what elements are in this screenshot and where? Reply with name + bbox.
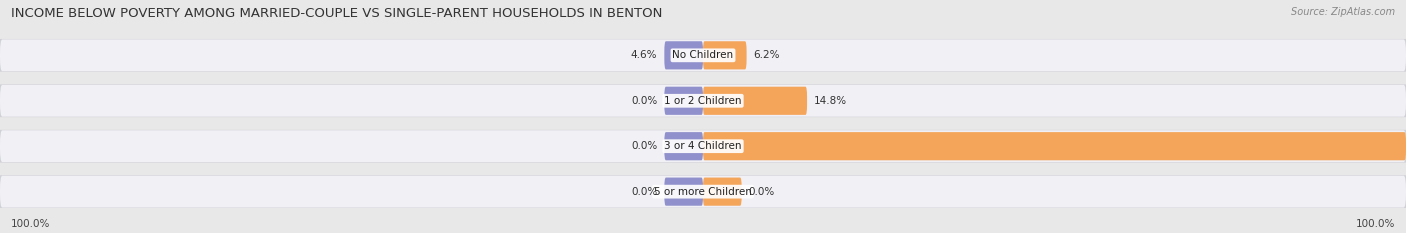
FancyBboxPatch shape bbox=[665, 178, 703, 206]
FancyBboxPatch shape bbox=[0, 130, 1406, 163]
FancyBboxPatch shape bbox=[0, 85, 1406, 117]
Text: 1 or 2 Children: 1 or 2 Children bbox=[664, 96, 742, 106]
FancyBboxPatch shape bbox=[0, 39, 1406, 71]
Text: INCOME BELOW POVERTY AMONG MARRIED-COUPLE VS SINGLE-PARENT HOUSEHOLDS IN BENTON: INCOME BELOW POVERTY AMONG MARRIED-COUPL… bbox=[11, 7, 662, 20]
FancyBboxPatch shape bbox=[665, 41, 703, 69]
Text: 4.6%: 4.6% bbox=[631, 50, 657, 60]
Text: Source: ZipAtlas.com: Source: ZipAtlas.com bbox=[1291, 7, 1395, 17]
Text: 6.2%: 6.2% bbox=[754, 50, 780, 60]
Text: 0.0%: 0.0% bbox=[631, 141, 657, 151]
FancyBboxPatch shape bbox=[665, 132, 703, 160]
FancyBboxPatch shape bbox=[0, 176, 1406, 208]
FancyBboxPatch shape bbox=[703, 41, 747, 69]
FancyBboxPatch shape bbox=[665, 87, 703, 115]
Text: No Children: No Children bbox=[672, 50, 734, 60]
Text: 5 or more Children: 5 or more Children bbox=[654, 187, 752, 197]
Text: 14.8%: 14.8% bbox=[814, 96, 848, 106]
Text: 0.0%: 0.0% bbox=[631, 187, 657, 197]
FancyBboxPatch shape bbox=[703, 87, 807, 115]
FancyBboxPatch shape bbox=[703, 132, 1406, 160]
Text: 100.0%: 100.0% bbox=[11, 219, 51, 229]
Text: 0.0%: 0.0% bbox=[631, 96, 657, 106]
FancyBboxPatch shape bbox=[0, 175, 1406, 208]
FancyBboxPatch shape bbox=[703, 178, 742, 206]
FancyBboxPatch shape bbox=[0, 130, 1406, 162]
Text: 100.0%: 100.0% bbox=[1355, 219, 1395, 229]
Text: 0.0%: 0.0% bbox=[749, 187, 775, 197]
Text: 3 or 4 Children: 3 or 4 Children bbox=[664, 141, 742, 151]
FancyBboxPatch shape bbox=[0, 84, 1406, 117]
FancyBboxPatch shape bbox=[0, 39, 1406, 72]
